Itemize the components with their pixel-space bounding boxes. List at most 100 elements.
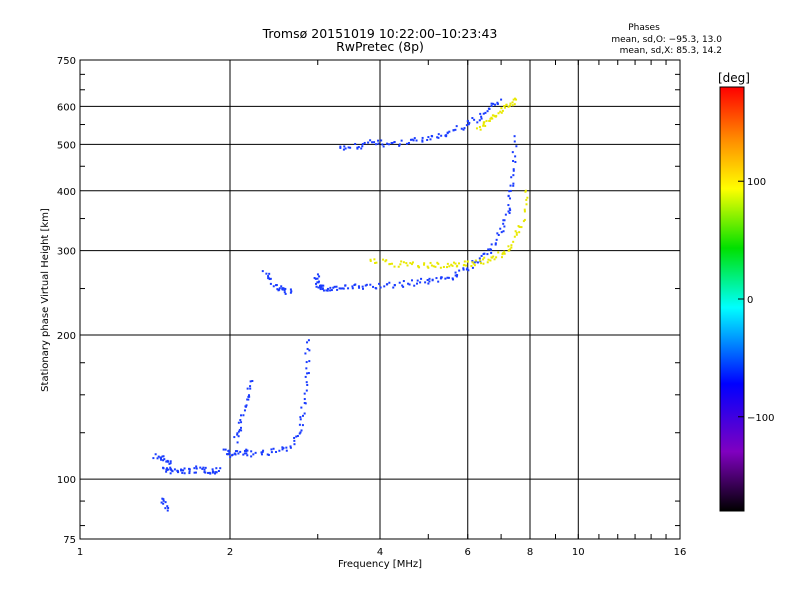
data-point-x-mode [369, 259, 372, 262]
data-point-o-mode [502, 222, 505, 225]
data-point-x-mode [507, 245, 510, 248]
data-point-x-mode [503, 250, 506, 253]
data-point-o-mode [260, 451, 263, 454]
data-point-o-mode [452, 278, 455, 281]
data-point-o-mode [375, 143, 378, 146]
data-point-o-mode [320, 285, 323, 288]
y-tick-label: 200 [57, 331, 76, 342]
data-point-o-mode [496, 102, 499, 105]
data-point-x-mode [411, 261, 414, 264]
data-point-o-mode [299, 431, 302, 434]
data-point-o-mode [157, 455, 160, 458]
data-point-o-mode [344, 147, 347, 150]
data-point-o-mode [306, 341, 309, 344]
colorbar-tick-label: −100 [747, 413, 774, 424]
data-point-o-mode [478, 257, 481, 260]
data-point-o-mode [445, 135, 448, 138]
data-point-x-mode [374, 261, 377, 264]
data-point-o-mode [262, 449, 265, 452]
data-point-o-mode [319, 288, 322, 291]
data-point-o-mode [484, 111, 487, 114]
data-point-o-mode [386, 283, 389, 286]
data-point-o-mode [165, 468, 168, 471]
data-point-x-mode [482, 121, 485, 124]
data-point-x-mode [450, 263, 453, 266]
data-point-o-mode [280, 285, 283, 288]
data-point-o-mode [162, 455, 165, 458]
data-point-o-mode [413, 284, 416, 287]
data-point-o-mode [427, 136, 430, 139]
data-point-o-mode [463, 127, 466, 130]
data-point-o-mode [173, 468, 176, 471]
phases-heading: Phases [628, 23, 660, 33]
data-point-o-mode [303, 401, 306, 404]
data-point-x-mode [515, 98, 518, 101]
data-point-x-mode [470, 264, 473, 267]
data-point-x-mode [483, 256, 486, 259]
x-axis-label: Frequency [MHz] [338, 559, 422, 570]
data-point-o-mode [428, 280, 431, 283]
data-point-x-mode [410, 263, 413, 266]
data-point-x-mode [369, 258, 372, 261]
data-point-x-mode [471, 261, 474, 264]
data-point-o-mode [454, 271, 457, 274]
data-point-o-mode [466, 119, 469, 122]
data-point-o-mode [361, 285, 364, 288]
data-point-o-mode [466, 267, 469, 270]
data-point-o-mode [249, 380, 252, 383]
data-point-o-mode [260, 453, 263, 456]
data-point-o-mode [512, 168, 515, 171]
data-point-x-mode [373, 258, 376, 261]
data-point-o-mode [420, 277, 423, 280]
data-point-x-mode [500, 256, 503, 259]
data-point-x-mode [474, 259, 477, 262]
data-point-o-mode [289, 445, 292, 448]
data-point-o-mode [162, 498, 165, 501]
data-point-o-mode [435, 277, 438, 280]
data-point-o-mode [214, 471, 217, 474]
data-point-x-mode [463, 260, 466, 263]
data-point-x-mode [492, 255, 495, 258]
data-point-o-mode [490, 243, 493, 246]
data-point-x-mode [513, 103, 516, 106]
data-point-o-mode [487, 248, 490, 251]
data-point-x-mode [482, 124, 485, 127]
data-point-o-mode [467, 269, 470, 272]
data-point-o-mode [502, 219, 505, 222]
data-point-o-mode [211, 471, 214, 474]
data-point-o-mode [224, 448, 227, 451]
data-point-o-mode [295, 435, 298, 438]
data-point-o-mode [514, 155, 517, 158]
data-point-o-mode [250, 455, 253, 458]
data-point-o-mode [299, 416, 302, 419]
data-point-o-mode [299, 418, 302, 421]
data-point-o-mode [421, 140, 424, 143]
data-point-x-mode [457, 262, 460, 265]
x-tick-label: 10 [572, 547, 585, 558]
data-point-o-mode [209, 472, 212, 475]
data-point-o-mode [336, 288, 339, 291]
data-point-o-mode [237, 421, 240, 424]
data-point-x-mode [491, 114, 494, 117]
data-point-o-mode [167, 460, 170, 463]
data-point-o-mode [214, 472, 217, 475]
data-point-x-mode [375, 261, 378, 264]
data-point-x-mode [509, 248, 512, 251]
data-point-x-mode [393, 265, 396, 268]
data-point-x-mode [497, 251, 500, 254]
data-point-x-mode [524, 189, 527, 192]
data-point-o-mode [171, 470, 174, 473]
data-point-o-mode [303, 398, 306, 401]
y-tick-label: 100 [57, 475, 76, 486]
data-point-o-mode [306, 347, 309, 350]
data-point-o-mode [392, 286, 395, 289]
data-point-o-mode [455, 125, 458, 128]
data-point-o-mode [361, 143, 364, 146]
data-point-o-mode [282, 287, 285, 290]
data-point-o-mode [494, 243, 497, 246]
y-tick-label: 600 [57, 102, 76, 113]
data-point-o-mode [222, 448, 225, 451]
data-point-o-mode [161, 497, 164, 500]
data-point-o-mode [316, 277, 319, 280]
